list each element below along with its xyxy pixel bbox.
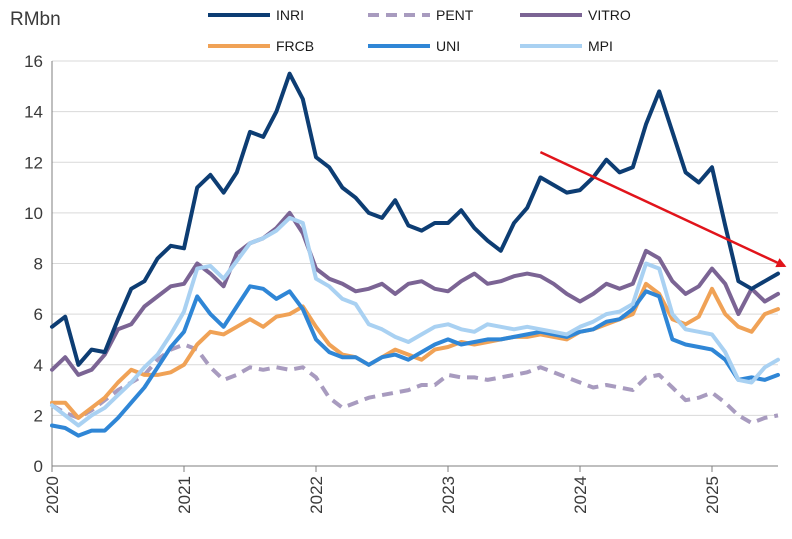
unit-label: RMbn [10, 9, 61, 30]
legend-label-mpi: MPI [588, 38, 613, 54]
series-line-mpi [50, 215, 780, 428]
y-tick-label-14: 14 [24, 103, 43, 122]
legend-label-pent: PENT [436, 7, 474, 23]
y-tick-label-4: 4 [34, 356, 43, 375]
annotation-layer [539, 150, 787, 268]
x-tick-label-2021: 2021 [175, 476, 194, 514]
y-tick-label-12: 12 [24, 153, 43, 172]
horizontal-gridlines [52, 60, 778, 416]
legend-label-uni: UNI [436, 38, 460, 54]
trend-arrow-0 [539, 150, 787, 268]
y-tick-label-16: 16 [24, 52, 43, 71]
series-line-vitro [50, 210, 780, 377]
x-tick-label-2024: 2024 [571, 476, 590, 514]
x-tick-label-2025: 2025 [703, 476, 722, 514]
axes: 0 2 4 6 8 10 12 14 16 2020 2021 2022 2023 2024 2025 [24, 52, 778, 514]
series-layer [50, 71, 780, 438]
series-line-uni [50, 284, 780, 438]
x-tick-label-2022: 2022 [307, 476, 326, 514]
legend: INRI PENT VITRO FRCB UNI MPI [198, 3, 645, 58]
y-tick-label-10: 10 [24, 204, 43, 223]
y-tick-label-0: 0 [34, 457, 43, 476]
series-line-inri [50, 71, 780, 367]
x-tick-label-2020: 2020 [43, 476, 62, 514]
series-line-pent [51, 342, 779, 425]
legend-label-frcb: FRCB [276, 38, 314, 54]
legend-label-vitro: VITRO [588, 7, 631, 23]
y-tick-label-8: 8 [34, 255, 43, 274]
legend-label-inri: INRI [276, 7, 304, 23]
y-tick-label-2: 2 [34, 406, 43, 425]
y-tick-label-6: 6 [34, 305, 43, 324]
x-tick-label-2023: 2023 [439, 476, 458, 514]
